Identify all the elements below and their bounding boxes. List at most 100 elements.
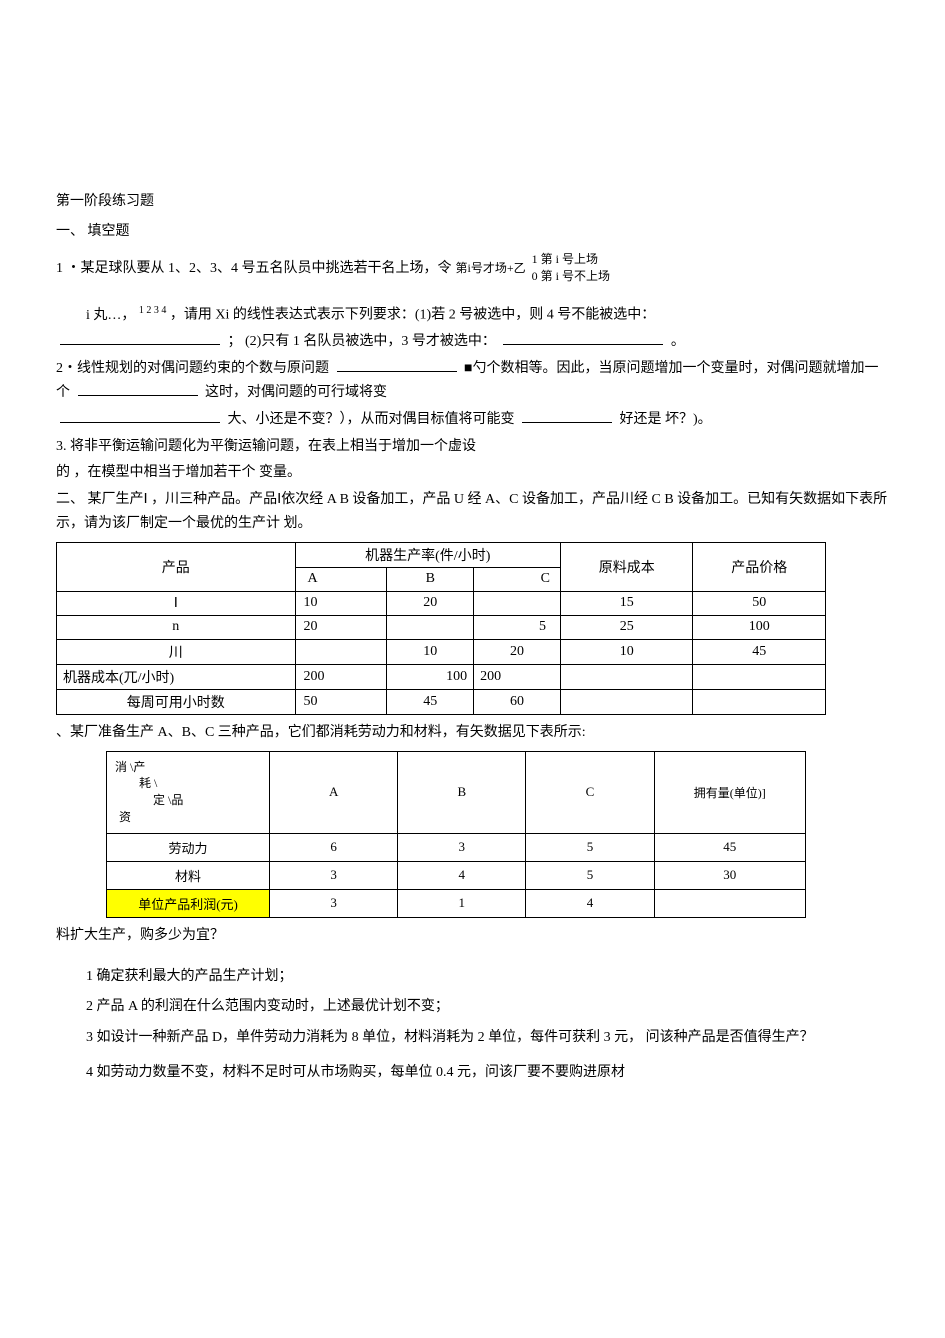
cell: 3	[398, 833, 526, 861]
th-a: A	[270, 751, 398, 833]
cell: 材料	[107, 861, 270, 889]
cell	[295, 639, 387, 664]
cell	[474, 591, 561, 615]
q2-d: 大、小还是不变？），从而对偶目标值将可能变	[228, 412, 519, 427]
tail-a: 料扩大生产，购多少为宜？	[56, 924, 889, 948]
th-b: B	[398, 751, 526, 833]
cell: 10	[295, 591, 387, 615]
blank	[337, 358, 457, 372]
cell: 10	[560, 639, 693, 664]
sec3-lead: 、某厂准备生产 A、B、C 三种产品，它们都消耗劳动力和材料，有矢数据见下表所示…	[56, 721, 889, 745]
cell: 200	[474, 664, 561, 689]
cell: 3	[270, 889, 398, 917]
q1-l2a: i 丸…，	[56, 308, 135, 323]
cell	[693, 664, 826, 689]
cell: 60	[474, 689, 561, 714]
cell: 劳动力	[107, 833, 270, 861]
cell: n	[57, 615, 296, 639]
q-item-1: 1 确定获利最大的产品生产计划；	[56, 965, 889, 985]
table-row: 材料 3 4 5 30	[107, 861, 806, 889]
q-item-2: 2 产品 A 的利润在什么范围内变动时，上述最优计划不变；	[56, 995, 889, 1015]
cell	[654, 889, 805, 917]
page: 第一阶段练习题 一、 填空题 1 ・某足球队要从 1、2、3、4 号五名队员中挑…	[0, 0, 945, 1131]
cell: 15	[560, 591, 693, 615]
question-list: 1 确定获利最大的产品生产计划； 2 产品 A 的利润在什么范围内变动时，上述最…	[56, 965, 889, 1080]
cell: 45	[654, 833, 805, 861]
cell: 100	[387, 664, 474, 689]
period: 。	[671, 334, 685, 349]
blank	[60, 409, 220, 423]
sec2-lead: 二、 某厂生产Ⅰ ，川三种产品。产品Ⅰ依次经 A B 设备加工，产品 U 经 A…	[56, 488, 889, 536]
table-row: n 20 5 25 100	[57, 615, 826, 639]
diag-2: 耗 \	[113, 775, 263, 792]
cell	[560, 664, 693, 689]
th-rate: 机器生产率(件/小时)	[295, 542, 560, 567]
cell	[560, 689, 693, 714]
diag-3: 定 \品	[113, 792, 263, 809]
cell: 4	[398, 861, 526, 889]
cell: 20	[474, 639, 561, 664]
heading-2: 一、 填空题	[56, 220, 889, 240]
q3-line2: 的 ，在模型中相当于增加若干个 变量。	[56, 461, 889, 485]
cell	[693, 689, 826, 714]
q3-line1: 3. 将非平衡运输问题化为平衡运输问题，在表上相当于增加一个虚设	[56, 435, 889, 459]
th-a: A	[295, 567, 387, 591]
cell: 200	[295, 664, 387, 689]
q1-l3: ； (2)只有 1 名队员被选中，3 号才被选中：	[228, 334, 496, 349]
table-row: 每周可用小时数 50 45 60	[57, 689, 826, 714]
heading-1: 第一阶段练习题	[56, 190, 889, 210]
th-product: 产品	[57, 542, 296, 591]
table-row: 机器成本(兀/小时) 200 100 200	[57, 664, 826, 689]
blank	[503, 331, 663, 345]
cell: 5	[474, 615, 561, 639]
cell: 4	[526, 889, 654, 917]
diag-4: 资	[113, 809, 263, 826]
cell: 单位产品利润(元)	[107, 889, 270, 917]
th-c: C	[474, 567, 561, 591]
th-price: 产品价格	[693, 542, 826, 591]
blank	[60, 331, 220, 345]
cell: 1	[398, 889, 526, 917]
th-c: C	[526, 751, 654, 833]
cell: 20	[295, 615, 387, 639]
q2-line: 2・线性规划的对偶问题约束的个数与原问题 ■勺个数相等。因此，当原问题增加一个变…	[56, 357, 889, 405]
q1-sup: 1 2 3 4	[139, 305, 167, 316]
table-resource: 消 \产 耗 \ 定 \品 资 A B C 拥有量(单位)] 劳动力 6 3 5…	[106, 751, 806, 918]
cell: 45	[387, 689, 474, 714]
th-cost: 原料成本	[560, 542, 693, 591]
cell: 机器成本(兀/小时)	[57, 664, 296, 689]
th-b: B	[387, 567, 474, 591]
cell: 50	[295, 689, 387, 714]
q1-line1: 1 ・某足球队要从 1、2、3、4 号五名队员中挑选若干名上场，令 第i号才场+…	[56, 250, 889, 284]
table-row-highlight: 单位产品利润(元) 3 1 4	[107, 889, 806, 917]
q1-mid: 第i号才场+乙	[456, 259, 526, 276]
table-row: 劳动力 6 3 5 45	[107, 833, 806, 861]
q1-piecewise-bot: 0 第 i 号不上场	[532, 269, 610, 283]
q1-l2b: ，请用 Xi 的线性表达式表示下列要求：(1)若 2 号被选中，则 4 号不能被…	[170, 308, 655, 323]
cell: 25	[560, 615, 693, 639]
cell: 30	[654, 861, 805, 889]
table-row: Ⅰ 10 20 15 50	[57, 591, 826, 615]
q1-piecewise-top: 1 第 i 号上场	[532, 252, 598, 266]
q2-line2: 大、小还是不变？），从而对偶目标值将可能变 好还是 坏？)。	[56, 408, 889, 432]
cell: 5	[526, 861, 654, 889]
cell: 20	[387, 591, 474, 615]
diag-1: 消 \产	[113, 759, 263, 776]
diag-header: 消 \产 耗 \ 定 \品 资	[107, 751, 270, 833]
blank	[78, 382, 198, 396]
q1-lead: 1 ・某足球队要从 1、2、3、4 号五名队员中挑选若干名上场，令	[56, 257, 452, 277]
q2-e: 好还是 坏？)。	[620, 412, 712, 427]
cell: 50	[693, 591, 826, 615]
q-item-4: 4 如劳动力数量不变，材料不足时可从市场购买，每单位 0.4 元，问该厂要不要购…	[56, 1061, 889, 1081]
cell	[387, 615, 474, 639]
blank	[522, 409, 612, 423]
cell: 5	[526, 833, 654, 861]
cell: 川	[57, 639, 296, 664]
cell: 6	[270, 833, 398, 861]
q2-c: 这时，对偶问题的可行域将变	[205, 385, 387, 400]
cell: 每周可用小时数	[57, 689, 296, 714]
cell: Ⅰ	[57, 591, 296, 615]
q1-line2: i 丸…， 1 2 3 4 ，请用 Xi 的线性表达式表示下列要求：(1)若 2…	[56, 302, 889, 327]
q1-line3: ； (2)只有 1 名队员被选中，3 号才被选中： 。	[56, 330, 889, 354]
cell: 3	[270, 861, 398, 889]
